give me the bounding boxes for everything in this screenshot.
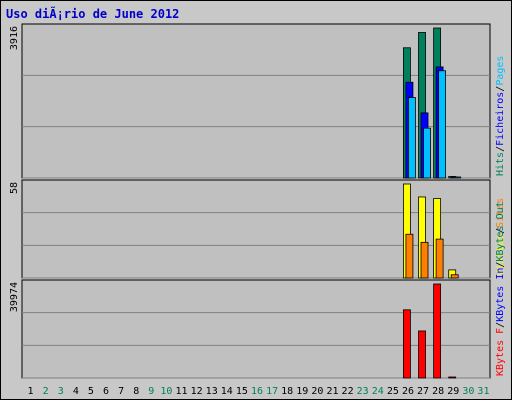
bar-visits-sites xyxy=(405,233,414,279)
panel-visits-legend: Visitas/Sites xyxy=(495,198,506,276)
bar-hits-pages xyxy=(423,127,431,179)
x-tick-label: 3 xyxy=(58,386,64,397)
x-tick-label: 7 xyxy=(118,386,124,397)
panel-hits-legend: Hits/Ficheiros/Pages xyxy=(495,56,506,176)
legend-entry: Pages xyxy=(495,56,506,86)
x-tick-label: 21 xyxy=(326,386,338,397)
x-tick-label: 15 xyxy=(236,386,248,397)
x-tick-label: 31 xyxy=(477,386,489,397)
x-tick-label: 30 xyxy=(462,386,474,397)
x-tick-label: 10 xyxy=(160,386,172,397)
bar-hits-pages xyxy=(453,176,462,179)
legend-entry: KBytes In xyxy=(495,268,506,322)
legend-entry: / xyxy=(495,262,506,268)
legend-entry: KBytes F xyxy=(495,328,506,376)
x-tick-label: 11 xyxy=(175,386,187,397)
chart-title: Uso diÃ¡rio de June 2012 xyxy=(6,7,180,21)
legend-entry: KBytes Out xyxy=(495,201,506,261)
x-tick-label: 16 xyxy=(251,386,263,397)
panel-kbytes-max-label: 39974 xyxy=(9,282,20,312)
legend-entry: Ficheiros xyxy=(495,92,506,146)
bar-kbytes-kbytes-f xyxy=(418,330,426,379)
x-tick-label: 18 xyxy=(281,386,293,397)
legend-entry: / xyxy=(495,86,506,92)
panel-kbytes-legend: KBytes F/KBytes In/KBytes Out xyxy=(495,201,506,376)
bar-kbytes-kbytes-f xyxy=(433,283,442,379)
bar-kbytes-kbytes-f xyxy=(403,309,411,379)
x-tick-label: 4 xyxy=(73,386,79,397)
x-tick-label: 27 xyxy=(417,386,429,397)
x-tick-label: 17 xyxy=(266,386,278,397)
x-tick-label: 28 xyxy=(432,386,444,397)
x-tick-label: 22 xyxy=(342,386,354,397)
x-tick-label: 2 xyxy=(43,386,49,397)
x-tick-label: 26 xyxy=(402,386,414,397)
x-tick-label: 8 xyxy=(133,386,139,397)
x-tick-label: 29 xyxy=(447,386,459,397)
x-tick-label: 12 xyxy=(191,386,203,397)
x-tick-label: 19 xyxy=(296,386,308,397)
x-tick-label: 23 xyxy=(357,386,369,397)
legend-entry: Hits xyxy=(495,152,506,176)
legend-entry: / xyxy=(495,322,506,328)
legend-entry: Sites xyxy=(495,198,506,228)
bar-hits-pages xyxy=(438,70,447,179)
legend-entry: / xyxy=(495,228,506,234)
bar-visits-sites xyxy=(450,274,459,279)
panel-kbytes-background xyxy=(21,279,491,379)
x-tick-label: 20 xyxy=(311,386,323,397)
x-tick-label: 14 xyxy=(221,386,233,397)
bar-visits-sites xyxy=(420,241,429,279)
panel-hits-max-label: 3916 xyxy=(9,26,20,50)
legend-entry: Visitas xyxy=(495,234,506,276)
x-tick-label: 13 xyxy=(206,386,218,397)
legend-entry: / xyxy=(495,146,506,152)
x-tick-label: 6 xyxy=(103,386,109,397)
x-tick-label: 1 xyxy=(28,386,34,397)
x-tick-label: 5 xyxy=(88,386,94,397)
panel-visits-max-label: 58 xyxy=(9,182,20,194)
x-tick-label: 24 xyxy=(372,386,384,397)
bar-kbytes-kbytes-f xyxy=(448,376,457,379)
x-tick-label: 25 xyxy=(387,386,399,397)
bar-hits-pages xyxy=(408,97,416,179)
x-tick-label: 9 xyxy=(148,386,154,397)
bar-visits-sites xyxy=(435,238,444,279)
